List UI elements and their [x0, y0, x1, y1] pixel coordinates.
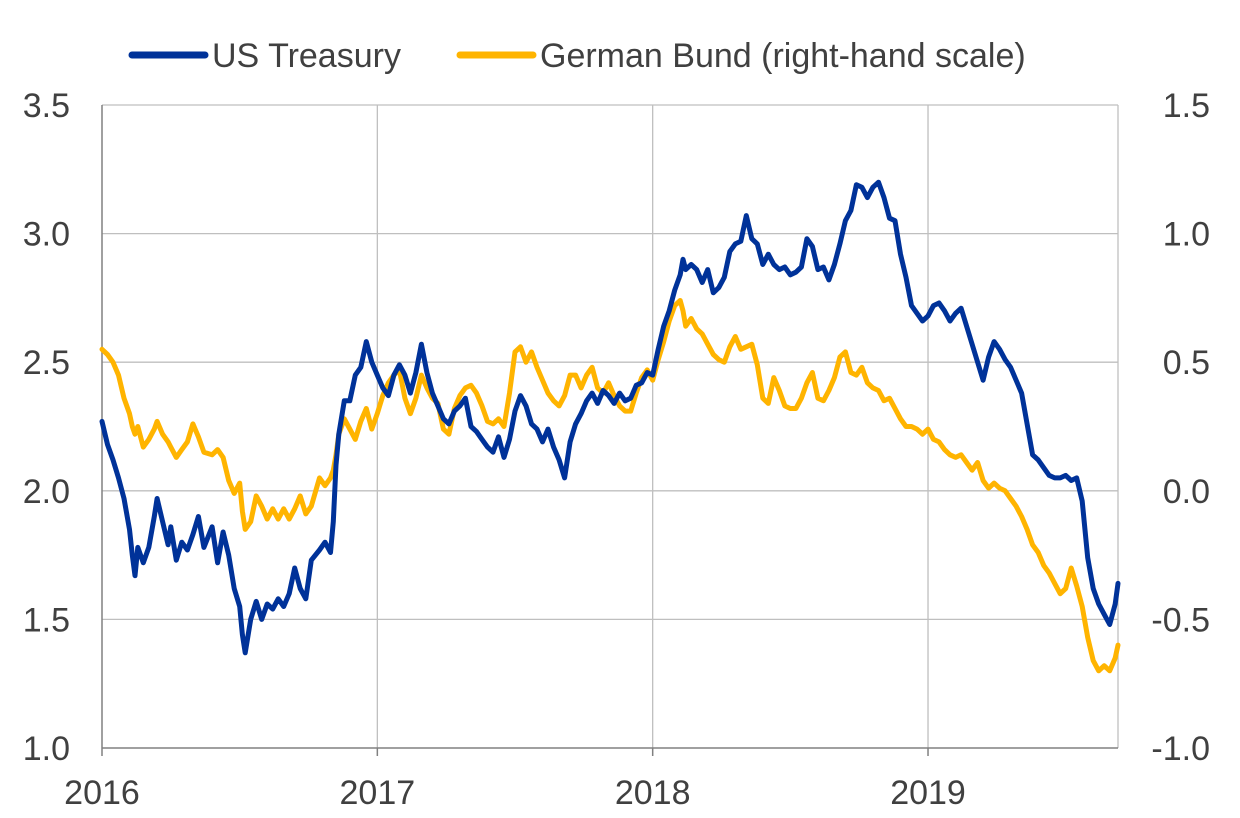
right-axis-ticks: -1.0 -0.5 0.0 0.5 1.0 1.5	[1151, 87, 1210, 768]
left-tick-label: 2.0	[23, 473, 70, 511]
legend: US Treasury German Bund (right-hand scal…	[128, 37, 1026, 75]
left-tick-label: 3.5	[23, 87, 70, 125]
x-tick-label: 2018	[615, 774, 691, 812]
left-axis-ticks: 1.0 1.5 2.0 2.5 3.0 3.5	[23, 87, 70, 768]
left-tick-label: 1.0	[23, 730, 70, 768]
x-tick-label: 2017	[340, 774, 416, 812]
x-tick-label: 2019	[890, 774, 966, 812]
x-tick-label: 2016	[64, 774, 140, 812]
series-line-us-treasury	[99, 179, 1121, 656]
left-tick-label: 1.5	[23, 601, 70, 639]
grid-lines	[102, 104, 1119, 748]
right-tick-label: 0.0	[1163, 473, 1210, 511]
left-tick-label: 3.0	[23, 216, 70, 254]
right-tick-label: -0.5	[1151, 601, 1210, 639]
right-tick-label: 1.0	[1163, 216, 1210, 254]
series-lines	[99, 179, 1121, 674]
right-tick-label: -1.0	[1151, 730, 1210, 768]
legend-label-us-treasury: US Treasury	[212, 37, 401, 75]
x-axis-ticks: 2016 2017 2018 2019	[64, 748, 966, 812]
legend-label-german-bund: German Bund (right-hand scale)	[540, 37, 1026, 75]
left-tick-label: 2.5	[23, 344, 70, 382]
right-tick-label: 1.5	[1163, 87, 1210, 125]
legend-item-us-treasury[interactable]: US Treasury	[128, 37, 401, 75]
axes	[101, 105, 1118, 749]
legend-item-german-bund[interactable]: German Bund (right-hand scale)	[456, 37, 1026, 75]
right-tick-label: 0.5	[1163, 344, 1210, 382]
